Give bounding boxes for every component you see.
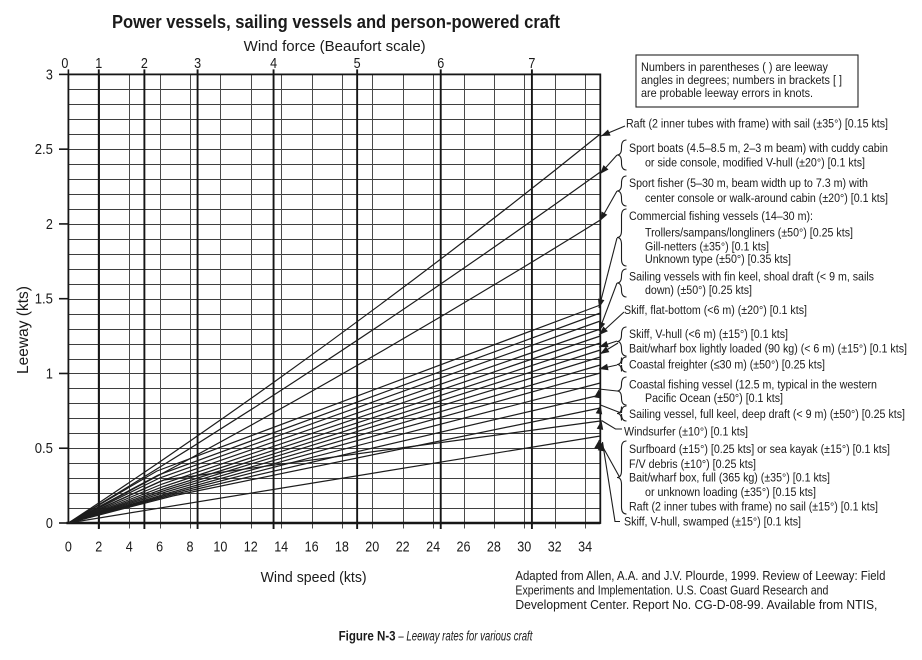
svg-text:3: 3 [46,67,53,83]
svg-text:Numbers in parentheses ( ) are: Numbers in parentheses ( ) are leeway [641,60,829,74]
svg-text:0: 0 [46,516,53,532]
svg-text:Raft (2 inner tubes with frame: Raft (2 inner tubes with frame) no sail … [629,500,878,514]
svg-text:0: 0 [61,56,68,72]
svg-text:16: 16 [305,540,319,556]
svg-text:Power vessels, sailing vessels: Power vessels, sailing vessels and perso… [112,12,560,32]
svg-text:7: 7 [528,56,535,72]
svg-text:Development Center. Report No.: Development Center. Report No. CG-D-08-9… [515,597,877,612]
svg-text:or side console, modified V-hu: or side console, modified V-hull (±20°) … [645,155,865,169]
svg-text:Bait/wharf box lightly loaded: Bait/wharf box lightly loaded (90 kg) (<… [629,341,907,355]
svg-text:Adapted from Allen, A.A. and J: Adapted from Allen, A.A. and J.V. Plourd… [515,568,885,583]
svg-text:4: 4 [126,540,133,556]
svg-text:Gill-netters (±35°) [0.1 kts]: Gill-netters (±35°) [0.1 kts] [645,239,769,253]
svg-text:12: 12 [244,540,258,556]
svg-text:Wind force (Beaufort scale): Wind force (Beaufort scale) [244,39,426,55]
svg-text:Sailing vessel, full keel, dee: Sailing vessel, full keel, deep draft (<… [629,407,905,421]
svg-text:Skiff, flat-bottom (<6 m) (±20: Skiff, flat-bottom (<6 m) (±20°) [0.1 kt… [624,303,807,317]
svg-text:Commercial fishing vessels (14: Commercial fishing vessels (14–30 m): [629,209,813,223]
svg-text:2: 2 [141,56,148,72]
svg-text:Coastal fishing vessel (12.5 m: Coastal fishing vessel (12.5 m, typical … [629,377,877,391]
svg-text:Experiments and Implementation: Experiments and Implementation. U.S. Coa… [515,583,828,598]
svg-text:30: 30 [517,540,531,556]
svg-text:6: 6 [437,56,444,72]
svg-text:Sport boats (4.5–8.5 m, 2–3 m: Sport boats (4.5–8.5 m, 2–3 m beam) with… [629,141,888,155]
svg-text:Trollers/sampans/longliners (±: Trollers/sampans/longliners (±50°) [0.25… [645,226,853,240]
svg-text:32: 32 [548,540,562,556]
svg-text:24: 24 [426,540,440,556]
svg-text:20: 20 [365,540,379,556]
svg-text:F/V debris (±10°) [0.25 kts]: F/V debris (±10°) [0.25 kts] [629,457,756,471]
svg-text:2: 2 [95,540,102,556]
svg-text:Surfboard (±15°) [0.25 kts] or: Surfboard (±15°) [0.25 kts] or sea kayak… [629,442,890,456]
svg-text:5: 5 [354,56,361,72]
svg-text:10: 10 [213,540,227,556]
svg-text:2: 2 [46,217,53,233]
svg-text:or unknown loading (±35°) [0.1: or unknown loading (±35°) [0.15 kts] [645,485,816,499]
svg-text:Leeway (kts): Leeway (kts) [15,286,32,374]
svg-text:34: 34 [578,540,592,556]
svg-text:1: 1 [46,367,53,383]
svg-text:0.5: 0.5 [35,441,53,457]
svg-text:6: 6 [156,540,163,556]
svg-text:22: 22 [396,540,410,556]
svg-text:0: 0 [65,540,72,556]
svg-text:Pacific Ocean (±50°) [0.1 kts]: Pacific Ocean (±50°) [0.1 kts] [645,391,783,405]
svg-text:18: 18 [335,540,349,556]
svg-text:center console or walk-around: center console or walk-around cabin (±20… [645,191,888,205]
svg-text:26: 26 [457,540,471,556]
svg-text:are probable leeway errors in: are probable leeway errors in knots. [641,86,813,100]
svg-text:Coastal freighter (≤30 m) (±50: Coastal freighter (≤30 m) (±50°) [0.25 k… [629,358,825,372]
svg-text:Windsurfer (±10°) [0.1 kts]: Windsurfer (±10°) [0.1 kts] [624,424,748,438]
svg-text:Sailing vessels with fin keel,: Sailing vessels with fin keel, shoal dra… [629,269,874,283]
svg-text:Unknown type (±50°) [0.35 kts]: Unknown type (±50°) [0.35 kts] [645,252,791,266]
svg-text:Skiff, V-hull, swamped (±15°): Skiff, V-hull, swamped (±15°) [0.1 kts] [624,514,801,528]
svg-text:Skiff, V-hull (<6 m) (±15°) [0: Skiff, V-hull (<6 m) (±15°) [0.1 kts] [629,327,788,341]
svg-text:– Leeway rates for various cra: – Leeway rates for various craft [398,629,534,644]
svg-text:Figure N-3: Figure N-3 [339,629,396,644]
svg-text:angles in degrees; numbers in: angles in degrees; numbers in brackets [… [641,73,842,87]
svg-text:8: 8 [187,540,194,556]
svg-text:2.5: 2.5 [35,142,53,158]
svg-text:28: 28 [487,540,501,556]
svg-text:Bait/wharf box, full (365 kg): Bait/wharf box, full (365 kg) (±35°) [0.… [629,471,830,485]
svg-text:1.5: 1.5 [35,292,53,308]
svg-text:14: 14 [274,540,288,556]
svg-text:4: 4 [270,56,277,72]
svg-text:Sport fisher (5–30 m, beam wid: Sport fisher (5–30 m, beam width up to 7… [629,176,868,190]
svg-text:3: 3 [194,56,201,72]
svg-text:down) (±50°) [0.25 kts]: down) (±50°) [0.25 kts] [645,283,752,297]
svg-text:Raft (2 inner tubes with frame: Raft (2 inner tubes with frame) with sai… [626,117,888,131]
svg-text:Wind speed (kts): Wind speed (kts) [261,570,367,586]
svg-text:1: 1 [95,56,102,72]
